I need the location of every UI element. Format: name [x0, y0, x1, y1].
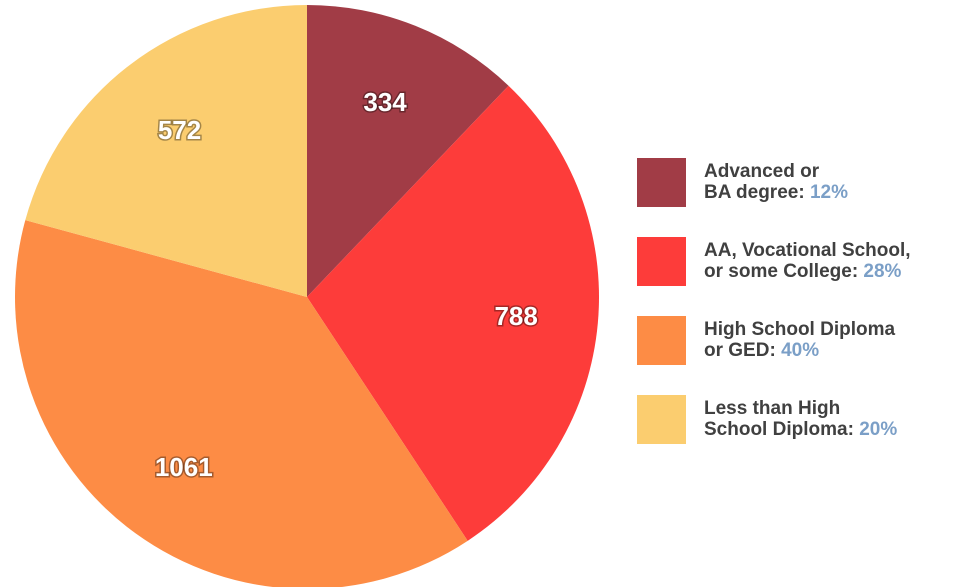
legend-item-less-than-high-school: Less than High School Diploma: 20% — [637, 395, 947, 445]
slice-value-label: 788 — [494, 301, 537, 331]
legend-percent: 28% — [863, 261, 902, 282]
slice-value-label: 1061 — [155, 452, 213, 482]
pie-slice — [307, 5, 509, 297]
legend-swatch — [637, 237, 686, 286]
legend-swatch — [637, 395, 686, 444]
legend-label: Advanced or BA degree: 12% — [704, 161, 848, 203]
pie-slice — [25, 5, 308, 297]
legend: Advanced or BA degree: 12% AA, Vocationa… — [637, 158, 947, 474]
legend-swatch — [637, 316, 686, 365]
slice-value-label: 334 — [363, 87, 407, 117]
legend-label: AA, Vocational School, or some College: … — [704, 240, 911, 282]
legend-label: High School Diploma or GED: 40% — [704, 319, 896, 361]
legend-percent: 40% — [781, 340, 820, 361]
slice-value-label: 572 — [158, 115, 201, 145]
legend-percent: 12% — [809, 182, 848, 203]
legend-item-some-college: AA, Vocational School, or some College: … — [637, 237, 947, 287]
legend-swatch — [637, 158, 686, 207]
legend-label: Less than High School Diploma: 20% — [704, 398, 898, 440]
legend-percent: 20% — [859, 419, 898, 440]
pie-slice — [307, 85, 599, 541]
legend-item-advanced: Advanced or BA degree: 12% — [637, 158, 947, 208]
legend-item-high-school: High School Diploma or GED: 40% — [637, 316, 947, 366]
pie-slice — [15, 220, 468, 587]
